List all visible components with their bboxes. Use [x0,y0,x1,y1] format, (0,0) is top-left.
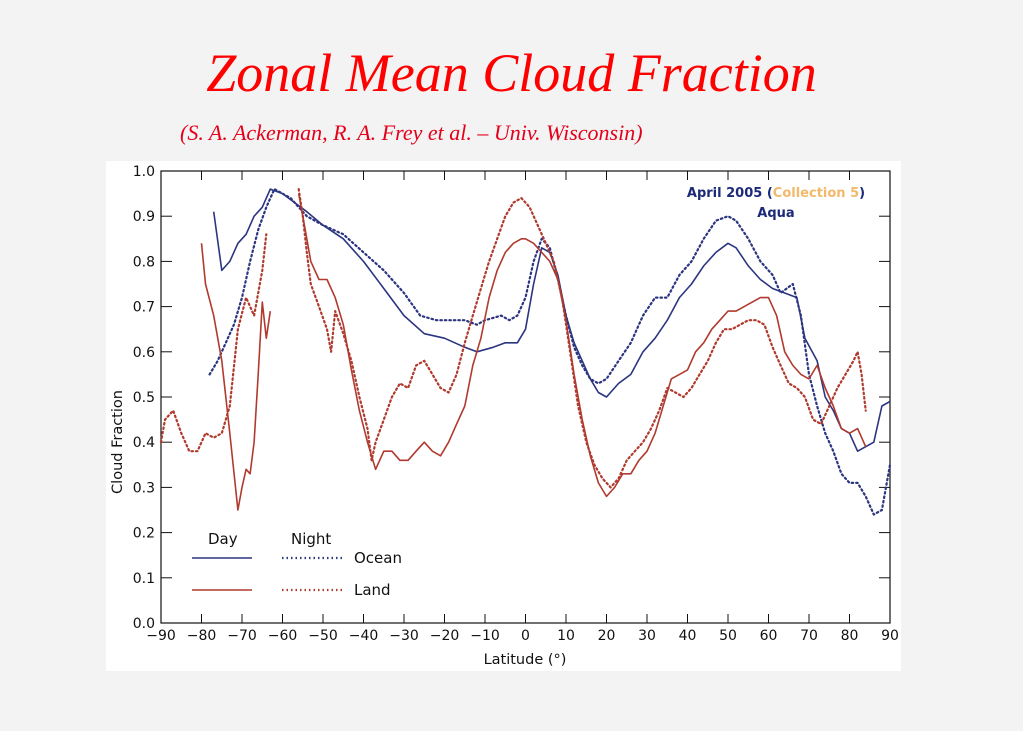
slide-subtitle: (S. A. Ackerman, R. A. Frey et al. – Uni… [180,120,643,145]
chart-legend: Day Night Ocean Land [192,530,402,599]
x-tick-label: 70 [800,628,818,644]
x-tick-label: 10 [557,628,575,644]
x-tick-label: −50 [308,628,338,644]
y-tick-label: 0.6 [133,345,155,361]
x-tick-label: 0 [521,628,530,644]
x-tick-label: 40 [679,628,697,644]
slide-title: Zonal Mean Cloud Fraction [206,43,817,103]
y-tick-label: 0.0 [133,616,155,632]
y-tick-label: 1.0 [133,164,155,180]
legend-label-ocean: Ocean [354,549,402,567]
y-tick-label: 0.1 [133,571,155,587]
chart-annotation-platform: Aqua [757,206,794,221]
x-tick-label: −60 [268,628,298,644]
y-axis-label: Cloud Fraction [110,390,126,494]
legend-label-land: Land [354,581,391,599]
y-tick-label: 0.7 [133,300,155,316]
series-line-land-night [159,233,268,453]
x-tick-label: 60 [760,628,778,644]
series-line-land-day [297,193,867,498]
x-tick-label: −20 [430,628,460,644]
series-line-land-day [200,243,272,511]
x-tick-label: −10 [470,628,500,644]
y-tick-label: 0.2 [133,526,155,542]
y-tick-label: 0.4 [133,435,155,451]
x-tick-label: 30 [638,628,656,644]
x-tick-label: −40 [349,628,379,644]
annotation-suffix: ) [859,186,865,201]
y-tick-label: 0.5 [133,390,155,406]
y-tick-label: 0.8 [133,254,155,270]
x-tick-label: −70 [227,628,257,644]
x-tick-label: −90 [146,628,176,644]
chart-annotation-date: April 2005 (Collection 5) [687,186,865,201]
x-tick-label: 90 [881,628,899,644]
x-tick-label: −80 [187,628,217,644]
series-line-ocean-day [212,188,891,452]
cloud-fraction-chart: −90 −80 −70 −60 −50 −40 −30 −20 −10 0 10 20 30 40 50 60… [110,164,899,668]
series-line-ocean-night [208,188,892,516]
y-tick-label: 0.3 [133,480,155,496]
y-tick-label: 0.9 [133,209,155,225]
series-line-land-night [297,188,867,489]
annotation-collection: Collection 5 [773,186,859,201]
axes-frame: −90 −80 −70 −60 −50 −40 −30 −20 −10 0 10 20 30 40 50 60… [133,164,899,644]
legend-header-night: Night [291,530,331,548]
x-tick-label: −30 [389,628,419,644]
x-tick-label: 50 [719,628,737,644]
x-tick-label: 20 [598,628,616,644]
legend-header-day: Day [208,530,238,548]
x-tick-label: 80 [841,628,859,644]
x-axis-label: Latitude (°) [484,652,567,668]
annotation-prefix: April 2005 ( [687,186,773,201]
series-layer [159,188,892,516]
chart-panel: −90 −80 −70 −60 −50 −40 −30 −20 −10 0 10 20 30 40 50 60… [106,161,901,671]
